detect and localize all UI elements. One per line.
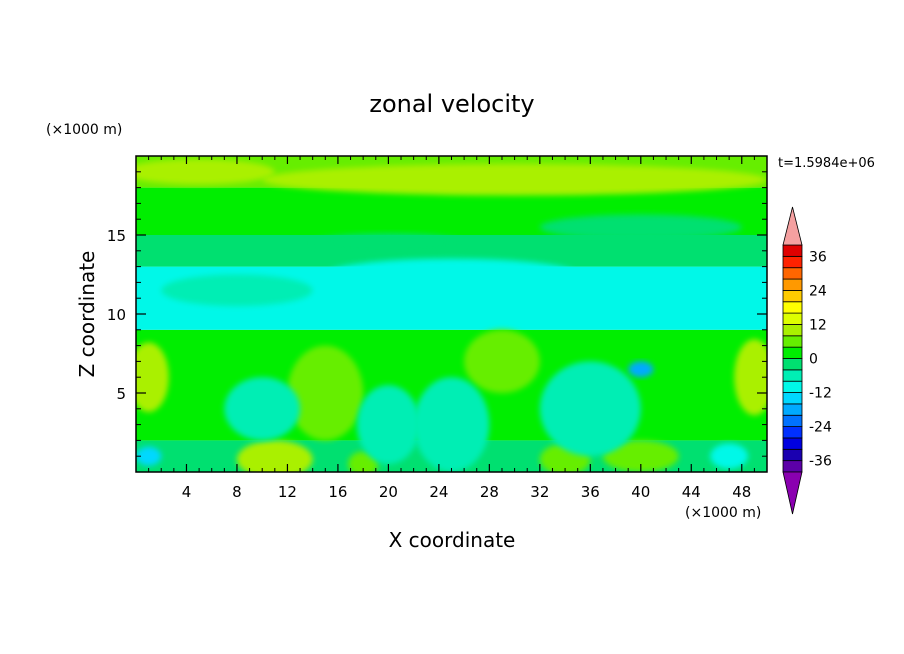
contour-blob: [356, 385, 420, 465]
x-axis: 4 8 12 16 20 24 28 32 36 40 44 48: [148, 156, 755, 501]
y-tick-label: 5: [116, 385, 126, 403]
colorbar-segment: [782, 380, 803, 393]
contour-blob: [628, 361, 654, 378]
x-tick-label: 36: [581, 483, 600, 501]
contour-blob: [287, 345, 364, 441]
colorbar-segment: [782, 324, 803, 337]
colorbar-segment: [782, 448, 803, 462]
colorbar-segment: [782, 312, 803, 325]
colorbar-segment: [782, 414, 803, 428]
contour-blob: [312, 233, 465, 253]
y-axis-label: Z coordinate: [75, 251, 99, 378]
contour-blob: [710, 443, 749, 469]
colorbar-segment: [782, 437, 803, 450]
x-tick-label: 24: [429, 483, 448, 501]
colorbar-segment: [782, 369, 803, 382]
colorbar-segment: [782, 346, 803, 359]
contour-blob: [325, 258, 578, 291]
colorbar-segment: [782, 392, 803, 405]
colorbar-tick-label: 0: [809, 352, 818, 368]
contour-blob: [464, 329, 540, 393]
colorbar-tick-label: 12: [809, 317, 827, 333]
colorbar-segment: [782, 358, 803, 371]
contour-blob: [136, 342, 169, 412]
x-unit-label: (×1000 m): [685, 505, 761, 521]
colorbar-under-arrow: [782, 471, 803, 515]
x-axis-label: X coordinate: [389, 528, 516, 552]
colorbar-tick-label: 36: [809, 249, 827, 265]
x-tick-label: 48: [732, 483, 751, 501]
colorbar-segment: [782, 267, 803, 280]
contour-blob: [224, 377, 301, 441]
colorbar-segment: [782, 426, 803, 439]
y-tick-label: 10: [107, 306, 126, 324]
colorbar-segment: [782, 255, 803, 269]
colorbar-segment: [782, 289, 803, 303]
colorbar-segment: [782, 403, 803, 416]
colorbar: 36 24 12 0 -12 -24 -36: [782, 206, 832, 515]
x-tick-label: 28: [480, 483, 499, 501]
contour-blob: [539, 361, 641, 457]
x-tick-label: 40: [631, 483, 650, 501]
x-tick-label: 32: [530, 483, 549, 501]
colorbar-segment: [782, 460, 803, 473]
contour-blob: [413, 377, 490, 472]
chart-title: zonal velocity: [369, 90, 534, 118]
contour-blob: [236, 440, 313, 472]
colorbar-tick-label: 24: [809, 283, 827, 299]
y-unit-label: (×1000 m): [46, 122, 122, 138]
colorbar-tick-label: -24: [809, 420, 832, 436]
colorbar-over-arrow: [782, 206, 803, 246]
contour-blob: [136, 159, 275, 185]
colorbar-segment: [782, 335, 803, 348]
colorbar-tick-label: -12: [809, 386, 832, 402]
colorbar-segment: [782, 301, 803, 314]
x-tick-label: 4: [182, 483, 192, 501]
contour-blob: [262, 163, 767, 196]
contour-field: [136, 156, 767, 472]
y-tick-label: 15: [107, 227, 126, 245]
x-tick-label: 16: [328, 483, 347, 501]
x-tick-label: 12: [278, 483, 297, 501]
colorbar-tick-label: -36: [809, 454, 832, 470]
x-tick-label: 20: [379, 483, 398, 501]
x-tick-label: 8: [232, 483, 242, 501]
contour-blob: [539, 214, 742, 240]
time-label: t=1.5984e+06: [778, 156, 875, 171]
y-axis: 5 10 15: [107, 171, 767, 457]
contour-blob: [602, 440, 679, 472]
colorbar-segment: [782, 278, 803, 291]
contour-blob: [734, 339, 767, 416]
x-tick-label: 44: [682, 483, 701, 501]
contour-blob: [161, 274, 313, 307]
contour-blob: [136, 446, 162, 466]
colorbar-segment: [782, 244, 803, 257]
